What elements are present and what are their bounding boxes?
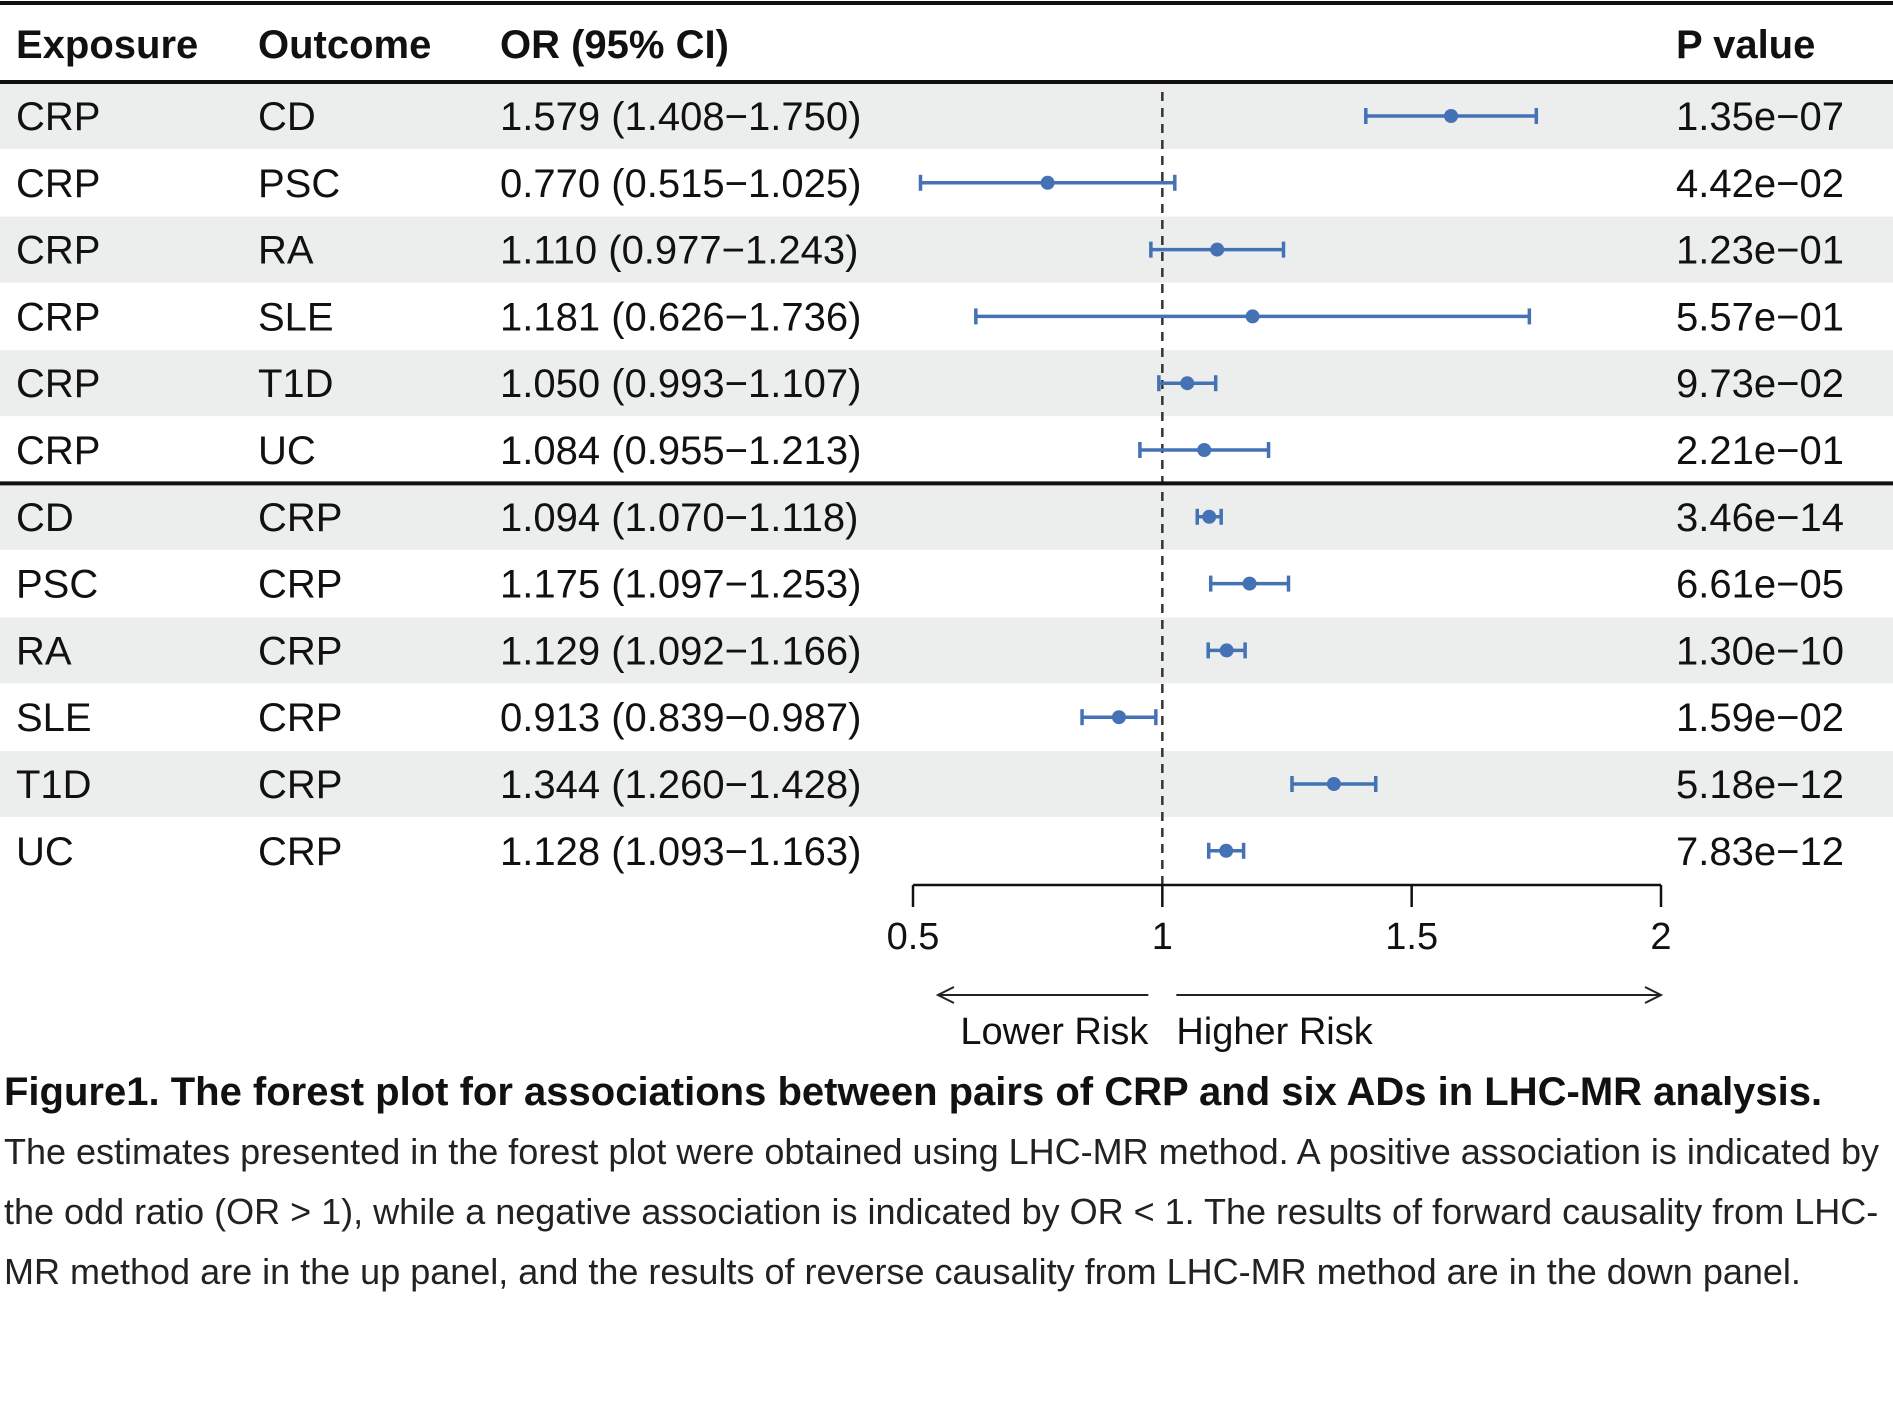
- x-tick-label: 1.5: [1385, 916, 1438, 958]
- row-stripe: [0, 483, 1893, 550]
- row-p-value: 9.73e−02: [1676, 362, 1844, 406]
- row-p-value: 1.35e−07: [1676, 95, 1844, 139]
- row-exposure: CRP: [16, 429, 100, 473]
- row-exposure: UC: [16, 830, 74, 874]
- row-stripe: [0, 751, 1893, 817]
- row-p-value: 2.21e−01: [1676, 429, 1844, 473]
- row-exposure: RA: [16, 629, 72, 673]
- row-stripe: [0, 83, 1893, 149]
- row-p-value: 1.30e−10: [1676, 629, 1844, 673]
- x-tick-label: 0.5: [887, 916, 940, 958]
- header-outcome: Outcome: [258, 23, 431, 67]
- row-exposure: CRP: [16, 362, 100, 406]
- row-outcome: CRP: [258, 763, 342, 807]
- row-or-ci: 1.344 (1.260−1.428): [500, 763, 861, 807]
- row-p-value: 5.18e−12: [1676, 763, 1844, 807]
- row-outcome: T1D: [258, 362, 334, 406]
- row-outcome: UC: [258, 429, 316, 473]
- row-exposure: CRP: [16, 162, 100, 206]
- figure-caption: Figure1. The forest plot for association…: [4, 1062, 1888, 1302]
- header-exposure: Exposure: [16, 23, 198, 67]
- or-point: [1219, 843, 1234, 858]
- or-point: [1040, 175, 1055, 190]
- or-point: [1202, 509, 1217, 524]
- caption-text: The estimates presented in the forest pl…: [4, 1131, 1880, 1292]
- row-outcome: RA: [258, 229, 314, 273]
- lower-risk-arrowhead: [935, 986, 955, 1004]
- row-or-ci: 1.084 (0.955−1.213): [500, 429, 861, 473]
- row-p-value: 1.59e−02: [1676, 696, 1844, 740]
- row-exposure: SLE: [16, 696, 92, 740]
- caption-title: Figure1. The forest plot for association…: [4, 1070, 1823, 1114]
- row-or-ci: 1.181 (0.626−1.736): [500, 295, 861, 339]
- row-outcome: SLE: [258, 295, 334, 339]
- row-outcome: CRP: [258, 830, 342, 874]
- row-or-ci: 1.128 (1.093−1.163): [500, 830, 861, 874]
- row-outcome: CRP: [258, 496, 342, 540]
- row-p-value: 5.57e−01: [1676, 295, 1844, 339]
- row-exposure: CRP: [16, 229, 100, 273]
- or-point: [1444, 109, 1459, 123]
- or-point: [1219, 643, 1234, 658]
- higher-risk-label: Higher Risk: [1176, 1011, 1373, 1053]
- row-outcome: CRP: [258, 563, 342, 607]
- row-p-value: 1.23e−01: [1676, 229, 1844, 273]
- x-tick-label: 2: [1650, 916, 1671, 958]
- row-exposure: PSC: [16, 563, 98, 607]
- row-or-ci: 1.175 (1.097−1.253): [500, 563, 861, 607]
- or-point: [1197, 443, 1212, 457]
- row-or-ci: 1.579 (1.408−1.750): [500, 95, 861, 139]
- row-or-ci: 1.094 (1.070−1.118): [500, 496, 858, 540]
- or-point: [1326, 777, 1341, 791]
- row-or-ci: 0.913 (0.839−0.987): [500, 696, 861, 740]
- row-p-value: 3.46e−14: [1676, 496, 1844, 540]
- row-p-value: 7.83e−12: [1676, 830, 1844, 874]
- row-exposure: CRP: [16, 295, 100, 339]
- row-or-ci: 1.129 (1.092−1.166): [500, 629, 861, 673]
- row-outcome: CD: [258, 95, 316, 139]
- header-or-ci: OR (95% CI): [500, 23, 729, 67]
- forest-plot: Exposure Outcome OR (95% CI) P value CRP CD 1.…: [0, 1, 1893, 1053]
- row-or-ci: 1.110 (0.977−1.243): [500, 229, 858, 273]
- row-or-ci: 0.770 (0.515−1.025): [500, 162, 861, 206]
- or-point: [1111, 710, 1126, 725]
- row-stripe: [0, 350, 1893, 417]
- row-outcome: PSC: [258, 162, 340, 206]
- row-exposure: CD: [16, 496, 74, 540]
- header-p-value: P value: [1676, 23, 1815, 67]
- or-point: [1242, 576, 1257, 591]
- row-stripe: [0, 617, 1893, 684]
- x-tick-label: 1: [1152, 916, 1173, 958]
- or-point: [1245, 309, 1260, 324]
- row-outcome: CRP: [258, 629, 342, 673]
- higher-risk-arrowhead: [1644, 986, 1664, 1004]
- row-p-value: 4.42e−02: [1676, 162, 1844, 206]
- row-outcome: CRP: [258, 696, 342, 740]
- row-stripe: [0, 216, 1893, 283]
- row-exposure: CRP: [16, 95, 100, 139]
- lower-risk-label: Lower Risk: [960, 1011, 1149, 1053]
- row-p-value: 6.61e−05: [1676, 563, 1844, 607]
- row-exposure: T1D: [16, 763, 92, 807]
- row-or-ci: 1.050 (0.993−1.107): [500, 362, 861, 406]
- or-point: [1210, 242, 1225, 257]
- or-point: [1180, 376, 1195, 391]
